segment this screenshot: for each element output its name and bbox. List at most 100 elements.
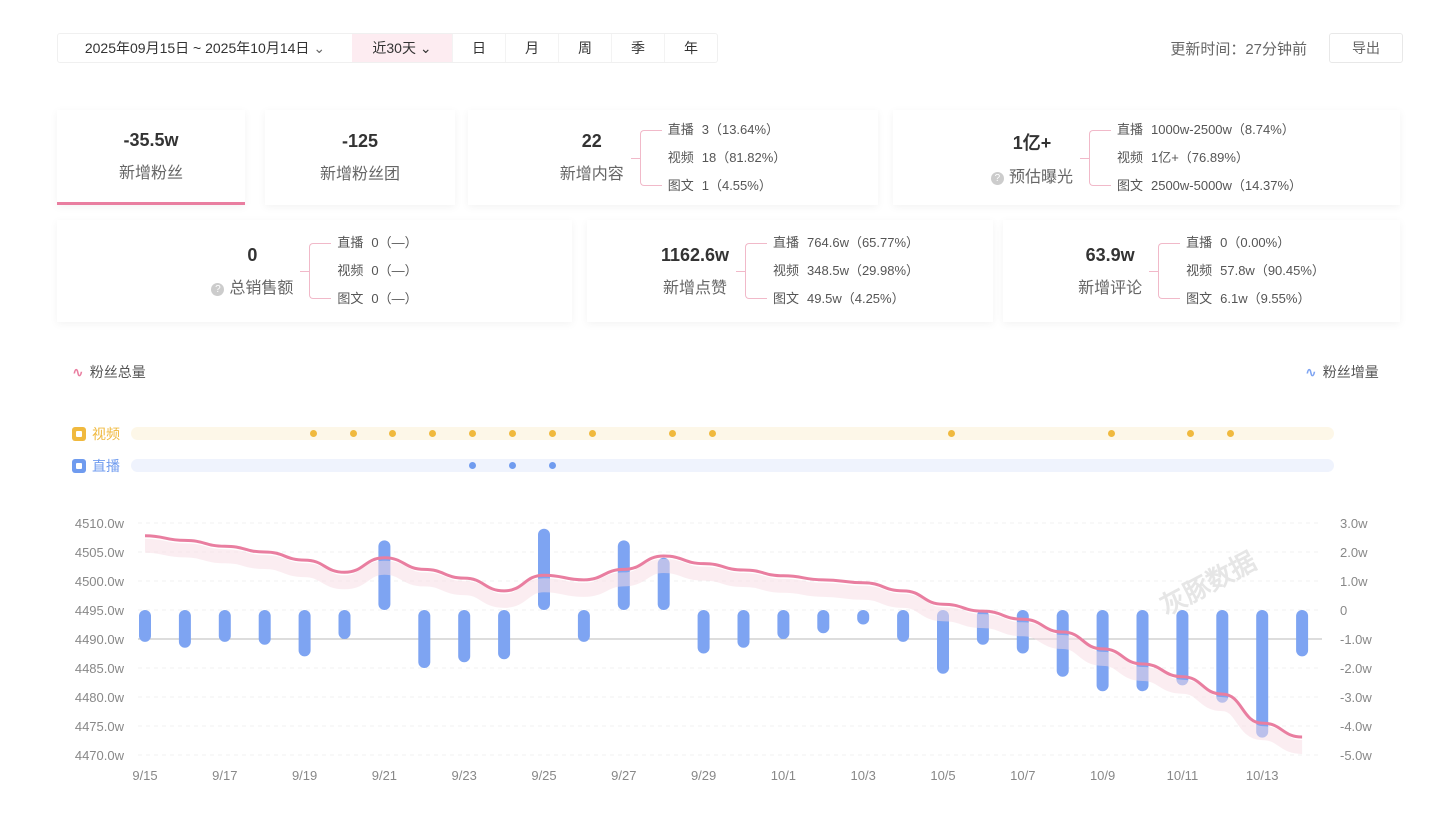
x-axis-tick: 10/7 xyxy=(1010,768,1035,783)
stat-label: 总销售额 xyxy=(229,279,294,297)
breakdown-item: 直播 764.6w（65.77%） xyxy=(773,229,919,257)
increase-bar[interactable] xyxy=(1296,610,1309,657)
breakdown-value: 0（—） xyxy=(371,291,418,306)
content-dot[interactable] xyxy=(549,430,556,437)
content-dot[interactable] xyxy=(429,430,437,437)
content-dot[interactable] xyxy=(668,430,676,437)
increase-bar[interactable] xyxy=(937,610,949,674)
stat-card[interactable]: -125 新增粉丝团 xyxy=(265,110,455,205)
content-dot[interactable] xyxy=(509,462,517,469)
increase-bar[interactable] xyxy=(139,610,151,642)
content-dot[interactable] xyxy=(708,430,716,437)
unit-week[interactable]: 周 xyxy=(558,34,611,62)
increase-bar[interactable] xyxy=(1216,610,1229,703)
left-axis-tick: 4500.0w xyxy=(75,574,125,589)
track-label-video: 视频 xyxy=(72,424,120,444)
increase-bar[interactable] xyxy=(857,610,870,625)
unit-year[interactable]: 年 xyxy=(664,34,717,62)
live-icon xyxy=(72,459,86,473)
increase-bar[interactable] xyxy=(1176,610,1189,686)
stat-card[interactable]: 22 新增内容 直播 3（13.64%） 视频 18（81.82%） 图文 1（4.55%） xyxy=(468,110,878,205)
increase-bar[interactable] xyxy=(178,610,191,648)
track-name: 视频 xyxy=(92,426,120,442)
breakdown-value: 0（0.00%） xyxy=(1220,235,1291,250)
content-dot[interactable] xyxy=(349,430,357,437)
content-dot[interactable] xyxy=(1187,430,1195,437)
content-dot[interactable] xyxy=(1227,430,1235,437)
content-dot[interactable] xyxy=(509,430,517,437)
x-axis-tick: 10/3 xyxy=(851,768,876,783)
chevron-down-icon: ⌄ xyxy=(313,40,326,56)
increase-bar[interactable] xyxy=(777,610,790,639)
export-button[interactable]: 导出 xyxy=(1329,33,1403,63)
fans-total-line[interactable] xyxy=(144,534,1303,739)
legend-fans-increase[interactable]: ∿ 粉丝增量 xyxy=(1305,362,1379,382)
increase-bar[interactable] xyxy=(577,610,590,642)
x-axis-tick: 10/1 xyxy=(771,768,796,783)
stat-card[interactable]: 1亿+? 预估曝光 直播 1000w-2500w（8.74%） 视频 1亿+（76.89%… xyxy=(893,110,1400,205)
content-dot[interactable] xyxy=(309,430,317,437)
breakdown-value: 1亿+（76.89%） xyxy=(1150,149,1249,165)
stat-label-wrap: ? 总销售额 xyxy=(211,274,293,298)
breakdown-type: 直播 xyxy=(337,235,364,250)
x-axis-tick: 9/15 xyxy=(132,768,157,783)
increase-bar[interactable] xyxy=(697,610,710,654)
increase-bar[interactable] xyxy=(458,610,471,663)
breakdown-value: 1000w-2500w（8.74%） xyxy=(1150,121,1295,137)
stat-card[interactable]: 1162.6w 新增点赞 直播 764.6w（65.77%） 视频 348.5w（29.9… xyxy=(587,220,993,322)
content-dot[interactable] xyxy=(389,430,397,437)
increase-bar[interactable] xyxy=(378,540,391,610)
left-axis-tick: 4505.0w xyxy=(75,545,125,560)
left-axis-tick: 4485.0w xyxy=(75,661,125,676)
breakdown-type: 直播 xyxy=(1186,235,1213,250)
increase-bar[interactable] xyxy=(737,610,750,648)
bracket-connector xyxy=(1149,243,1181,299)
content-dot[interactable] xyxy=(1107,430,1115,437)
line-shadow xyxy=(144,538,1303,755)
increase-bar[interactable] xyxy=(218,610,231,642)
breakdown-item: 直播 0（0.00%） xyxy=(1186,229,1325,257)
increase-bar[interactable] xyxy=(498,610,511,660)
breakdown-value: 1（4.55%） xyxy=(701,177,772,193)
legend-fans-total[interactable]: ∿ 粉丝总量 xyxy=(72,362,146,382)
content-dot[interactable] xyxy=(469,462,477,469)
breakdown-type: 视频 xyxy=(773,263,800,278)
stat-value: 22 xyxy=(581,131,602,151)
stat-value: -35.5w xyxy=(123,129,179,150)
date-range-picker[interactable]: 2025年09月15日 ~ 2025年10月14日 ⌄ xyxy=(58,34,352,62)
breakdown-item: 图文 49.5w（4.25%） xyxy=(773,285,919,313)
help-icon[interactable]: ? xyxy=(211,282,225,296)
stat-card[interactable]: 63.9w 新增评论 直播 0（0.00%） 视频 57.8w（90.45%） 图文 6.1w… xyxy=(1003,220,1400,322)
increase-bar[interactable] xyxy=(338,610,351,639)
stat-card[interactable]: 0? 总销售额 直播 0（—） 视频 0（—） 图文 0（—） xyxy=(57,220,572,322)
breakdown-type: 图文 xyxy=(337,291,364,306)
increase-bar[interactable] xyxy=(1256,610,1269,738)
increase-bar[interactable] xyxy=(1096,610,1109,692)
stat-value: 0 xyxy=(247,244,258,265)
x-axis-tick: 10/11 xyxy=(1167,768,1199,783)
content-dot[interactable] xyxy=(549,462,556,469)
increase-bar[interactable] xyxy=(258,610,271,645)
quick-range-dropdown[interactable]: 近30天 ⌄ xyxy=(352,34,452,62)
stat-label: 新增粉丝 xyxy=(118,164,183,182)
unit-day[interactable]: 日 xyxy=(452,34,505,62)
content-dot[interactable] xyxy=(948,430,955,437)
help-icon[interactable]: ? xyxy=(990,171,1004,185)
breakdown-value: 764.6w（65.77%） xyxy=(807,235,920,250)
breakdown-value: 18（81.82%） xyxy=(701,149,787,165)
breakdown-value: 6.1w（9.55%） xyxy=(1220,291,1311,306)
increase-bar[interactable] xyxy=(538,528,550,610)
bracket-connector xyxy=(1079,129,1111,186)
increase-bar[interactable] xyxy=(897,610,910,642)
increase-bar[interactable] xyxy=(418,610,431,668)
content-dot[interactable] xyxy=(588,430,596,437)
stat-card[interactable]: -35.5w 新增粉丝 xyxy=(57,110,245,205)
content-dot[interactable] xyxy=(469,430,477,437)
unit-quarter[interactable]: 季 xyxy=(611,34,664,62)
increase-bar[interactable] xyxy=(817,610,830,634)
right-axis-tick: 0 xyxy=(1340,603,1347,618)
left-axis-tick: 4495.0w xyxy=(75,603,125,618)
unit-month[interactable]: 月 xyxy=(505,34,558,62)
breakdown-list: 直播 0（0.00%） 视频 57.8w（90.45%） 图文 6.1w（9.55%） xyxy=(1186,229,1325,313)
increase-bar[interactable] xyxy=(298,610,311,657)
